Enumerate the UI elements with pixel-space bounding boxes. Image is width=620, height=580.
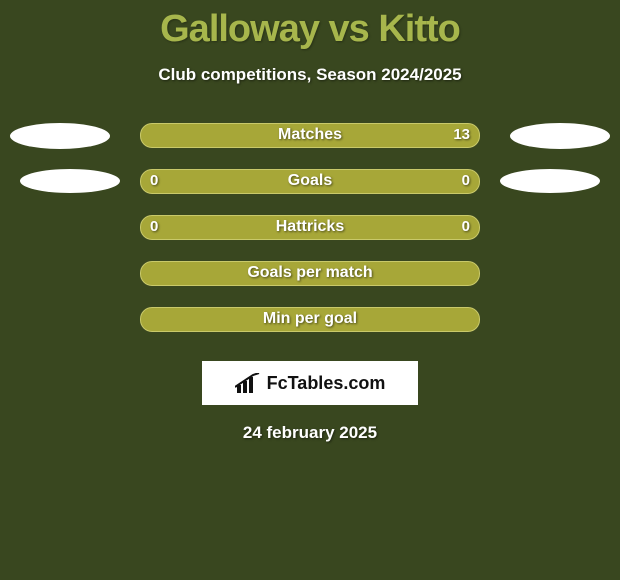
stat-row-hattricks: Hattricks 0 0 bbox=[0, 215, 620, 261]
logo-box: FcTables.com bbox=[202, 361, 418, 405]
logo-text: FcTables.com bbox=[267, 373, 386, 394]
stat-row-gpm: Goals per match bbox=[0, 261, 620, 307]
stat-val-right: 13 bbox=[453, 126, 470, 143]
stat-val-left: 0 bbox=[150, 218, 158, 235]
page-title: Galloway vs Kitto bbox=[0, 0, 620, 51]
subtitle: Club competitions, Season 2024/2025 bbox=[0, 65, 620, 85]
right-oval-icon bbox=[510, 123, 610, 149]
stats-block: Matches 13 Goals 0 0 Hattricks 0 0 Goals… bbox=[0, 123, 620, 353]
stat-val-left: 0 bbox=[150, 172, 158, 189]
stat-row-matches: Matches 13 bbox=[0, 123, 620, 169]
stat-row-mpg: Min per goal bbox=[0, 307, 620, 353]
stat-row-goals: Goals 0 0 bbox=[0, 169, 620, 215]
stat-label: Hattricks bbox=[0, 218, 620, 236]
stat-val-right: 0 bbox=[462, 172, 470, 189]
right-oval-icon bbox=[500, 169, 600, 193]
bars-icon bbox=[235, 373, 261, 393]
date-text: 24 february 2025 bbox=[0, 423, 620, 443]
stat-val-right: 0 bbox=[462, 218, 470, 235]
stat-label: Min per goal bbox=[0, 310, 620, 328]
stat-label: Goals per match bbox=[0, 264, 620, 282]
